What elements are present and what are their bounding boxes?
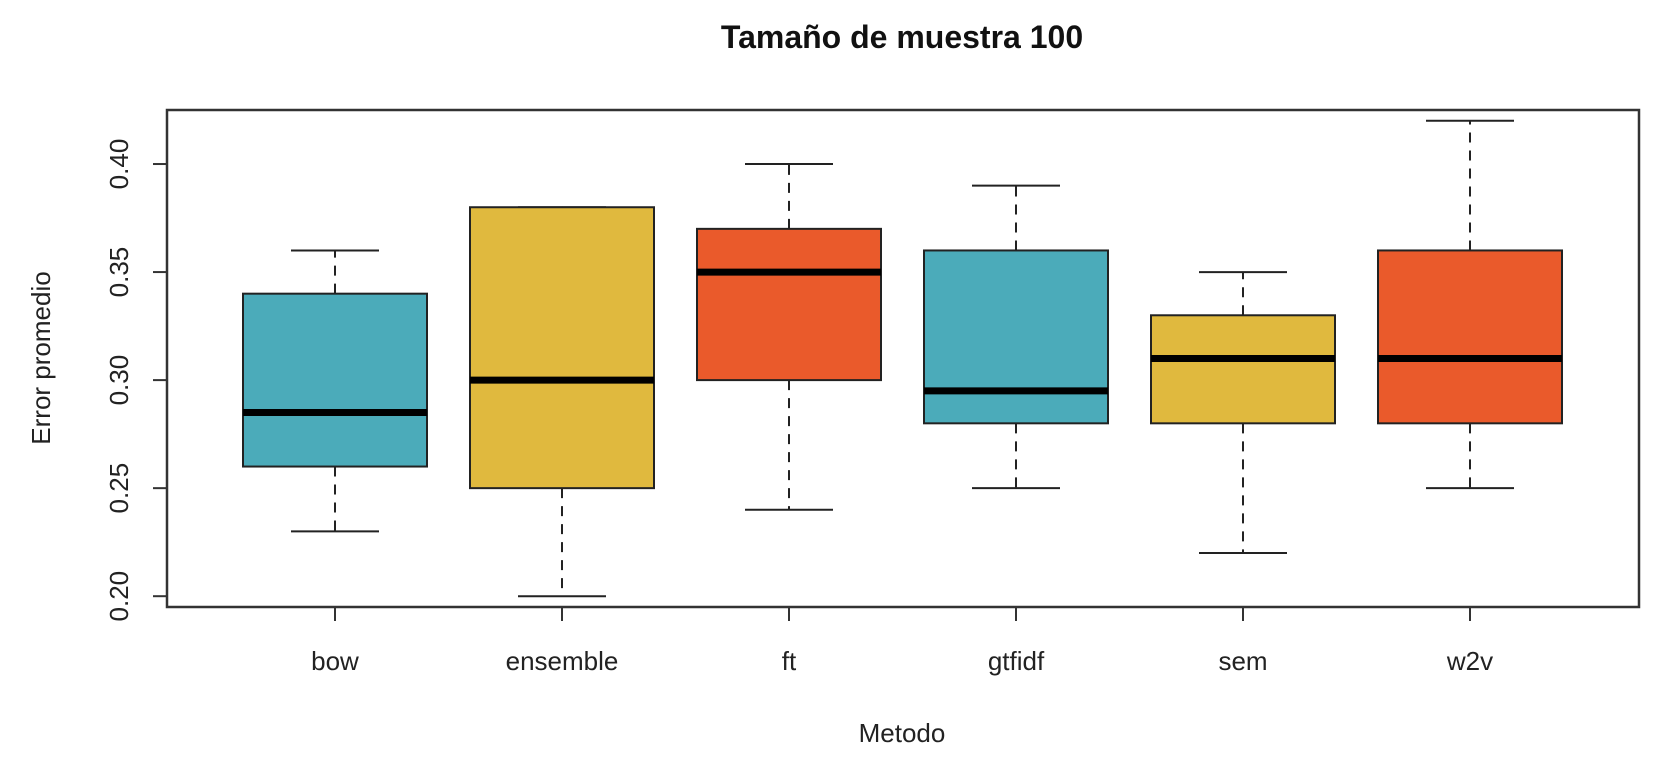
box-w2v bbox=[1377, 119, 1563, 490]
x-tick-label: gtfidf bbox=[988, 646, 1045, 676]
x-tick-label: ft bbox=[782, 646, 797, 676]
iqr-box bbox=[923, 249, 1109, 425]
iqr-box bbox=[1150, 314, 1336, 425]
box-ensemble bbox=[469, 206, 655, 598]
box-bow bbox=[242, 249, 428, 533]
x-axis-label: Metodo bbox=[859, 718, 946, 748]
iqr-box bbox=[242, 292, 428, 468]
x-tick-label: w2v bbox=[1446, 646, 1493, 676]
chart-title: Tamaño de muestra 100 bbox=[721, 19, 1083, 55]
y-axis: 0.20 0.25 0.30 0.35 0.40 bbox=[104, 139, 168, 622]
y-tick-label: 0.35 bbox=[104, 247, 134, 298]
y-tick-label: 0.30 bbox=[104, 355, 134, 406]
x-tick-label: bow bbox=[311, 646, 359, 676]
boxes-group bbox=[242, 119, 1563, 598]
x-axis: bow ensemble ft gtfidf sem w2v bbox=[311, 606, 1493, 676]
y-tick-label: 0.20 bbox=[104, 571, 134, 622]
x-tick-label: sem bbox=[1218, 646, 1267, 676]
iqr-box bbox=[469, 206, 655, 490]
y-tick-label: 0.40 bbox=[104, 139, 134, 190]
iqr-box bbox=[696, 227, 882, 382]
x-tick-label: ensemble bbox=[506, 646, 619, 676]
box-ft bbox=[696, 163, 882, 511]
box-gtfidf bbox=[923, 184, 1109, 490]
y-axis-label: Error promedio bbox=[26, 271, 56, 444]
iqr-box bbox=[1377, 249, 1563, 425]
box-sem bbox=[1150, 271, 1336, 554]
y-tick-label: 0.25 bbox=[104, 463, 134, 514]
